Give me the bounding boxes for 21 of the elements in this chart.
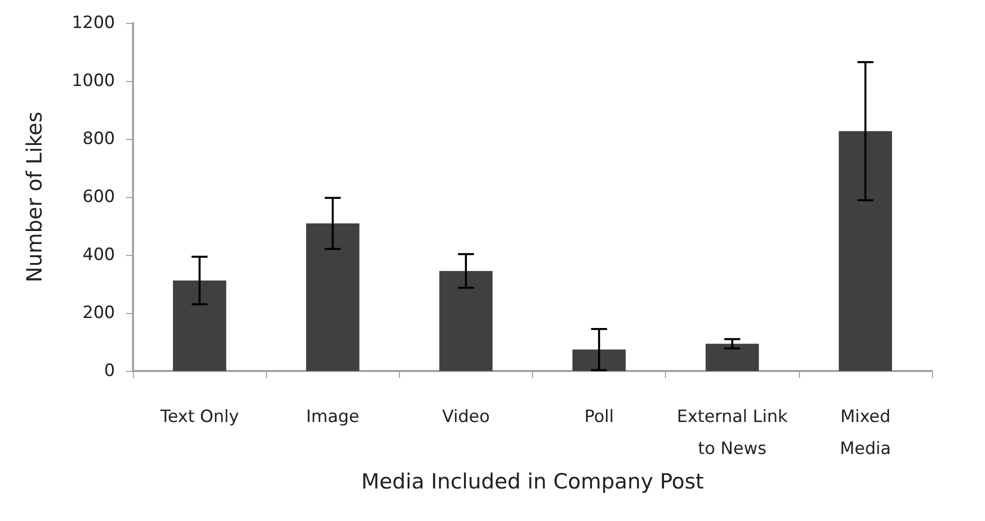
y-tick-label: 1000 <box>72 71 115 91</box>
x-tick-label: Mixed Media <box>840 407 891 459</box>
x-tick-label: Text Only <box>159 407 239 427</box>
bar <box>172 280 226 371</box>
bar <box>306 223 360 371</box>
y-tick-label: 1200 <box>72 13 115 33</box>
bar <box>706 344 759 371</box>
y-axis-title: Number of Likes <box>22 112 46 282</box>
bar <box>572 350 626 371</box>
y-tick-label: 800 <box>82 129 115 149</box>
x-tick-label: External Link to News <box>676 407 788 459</box>
y-tick-label: 0 <box>104 361 115 381</box>
x-tick-label: Video <box>442 407 490 427</box>
x-axis-title: Media Included in Company Post <box>361 470 704 494</box>
y-tick-label: 400 <box>82 245 115 265</box>
bar <box>439 270 493 371</box>
y-tick-label: 600 <box>82 187 115 207</box>
bar <box>838 131 892 371</box>
x-tick-label: Poll <box>584 407 614 427</box>
y-tick-label: 200 <box>82 303 115 323</box>
x-tick-label: Image <box>306 407 360 427</box>
